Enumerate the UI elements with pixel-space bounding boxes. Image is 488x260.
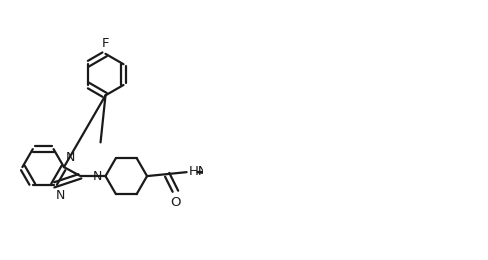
Text: N: N — [56, 188, 65, 202]
Text: N: N — [66, 151, 75, 164]
Text: Br: Br — [258, 166, 273, 179]
Text: F: F — [102, 37, 109, 50]
Text: N: N — [93, 170, 102, 183]
Bar — [203, 118, 275, 199]
Text: HN: HN — [189, 165, 209, 178]
Text: O: O — [170, 196, 181, 209]
